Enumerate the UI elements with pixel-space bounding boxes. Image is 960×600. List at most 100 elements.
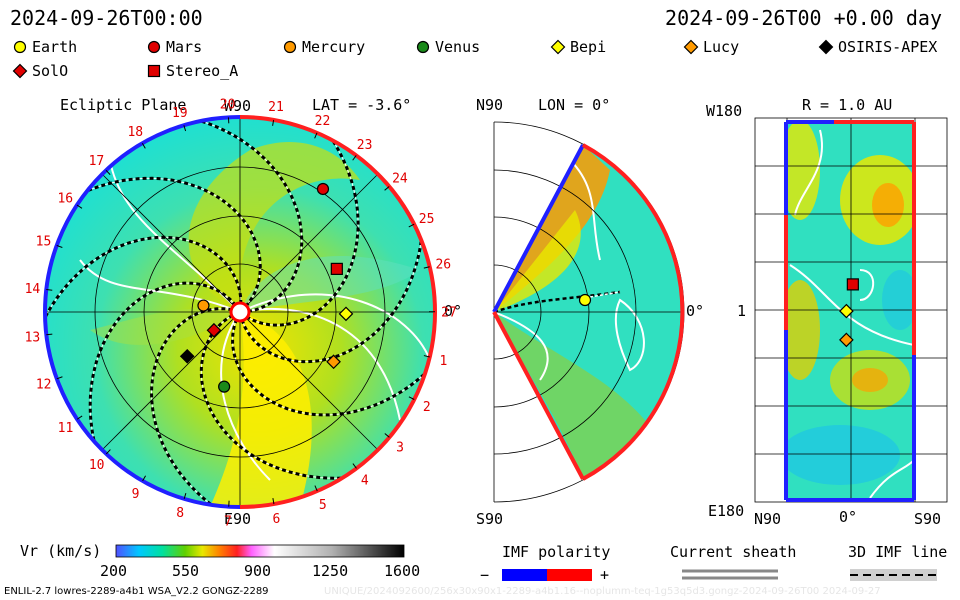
- timestamp-title: 2024-09-26T00:00: [10, 6, 203, 30]
- carrington-sector-label: 12: [36, 378, 52, 393]
- carrington-sector-label: 6: [272, 512, 280, 527]
- current-sheath-swatch: [682, 569, 778, 580]
- legend-circle-icon: [416, 40, 430, 54]
- carrington-sector-label: 19: [172, 106, 188, 121]
- ecliptic-body-mars: [316, 182, 330, 196]
- ecliptic-body-lucy: [326, 354, 341, 370]
- legend-item: Venus: [415, 38, 480, 56]
- map-body-bepi: [839, 303, 854, 319]
- carrington-sector-tick: [183, 492, 187, 499]
- imf-spiral-line: [245, 117, 360, 327]
- carrington-sector-label: 3: [396, 440, 404, 455]
- carrington-sector-tick: [352, 463, 357, 469]
- imf-spiral-line-highlight: [62, 177, 261, 307]
- meridional-bottom-label: S90: [476, 510, 504, 528]
- map-xtick-n90: N90: [754, 510, 782, 528]
- carrington-sector-label: 10: [89, 458, 105, 473]
- ecliptic-bottom-label: E90: [224, 510, 252, 528]
- carrington-sector-label: 9: [132, 487, 140, 502]
- imf-positive-swatch: [547, 569, 592, 581]
- carrington-sector-tick: [76, 204, 83, 209]
- map-mid-label: 1: [737, 302, 747, 320]
- ecliptic-body-osiris-apex: [179, 348, 195, 364]
- imf-plus-sign: +: [600, 566, 610, 584]
- legend-square-icon: [147, 64, 161, 78]
- carrington-sector-label: 20: [220, 97, 236, 112]
- carrington-sector-tick: [423, 266, 430, 269]
- carrington-sector-tick: [423, 355, 430, 358]
- legend-label: Mars: [166, 38, 203, 56]
- map-top-label: W180: [706, 102, 743, 120]
- legend-label: Lucy: [703, 38, 740, 56]
- ecliptic-plane-title: Ecliptic Plane: [60, 96, 187, 114]
- carrington-sector-label: 13: [25, 330, 41, 345]
- legend-item: OSIRIS-APEX: [818, 38, 937, 56]
- latlon-map: [754, 117, 948, 503]
- legend-item: Bepi: [550, 38, 606, 56]
- map-bodies: [839, 278, 859, 348]
- carrington-sector-tick: [384, 186, 390, 191]
- ecliptic-body-bepi: [338, 306, 354, 322]
- carrington-sector-tick: [56, 376, 63, 380]
- offset-title: 2024-09-26T00 +0.00 day: [665, 6, 942, 30]
- meridional-bodies: [578, 293, 592, 307]
- map-xtick-s90: S90: [914, 510, 942, 528]
- imf-minus-sign: −: [480, 566, 490, 584]
- ecliptic-body-venus: [218, 380, 231, 393]
- ecliptic-right-label: 0°: [444, 302, 463, 320]
- imf-spiral-line-highlight: [45, 236, 242, 343]
- map-body-lucy: [839, 332, 854, 348]
- colorbar-tick-1250: 1250: [312, 562, 349, 580]
- legend-label: Mercury: [302, 38, 366, 56]
- imf-spiral-line-highlight: [89, 282, 236, 468]
- ecliptic-top-label: W90: [224, 97, 252, 115]
- meridional-top-label: N90: [476, 96, 504, 114]
- imf-spiral-line: [45, 235, 243, 343]
- map-xtick-0: 0°: [839, 508, 858, 526]
- carrington-sector-label: 24: [392, 171, 408, 186]
- map-bottom-label: E180: [708, 502, 745, 520]
- carrington-sector-label: 14: [25, 282, 41, 297]
- legend-item: Mercury: [282, 38, 365, 56]
- legend-diamond-icon: [683, 39, 699, 55]
- imf-spiral-line-highlight: [232, 319, 435, 416]
- legend-circle-icon: [13, 40, 27, 54]
- ecliptic-body-solo: [206, 322, 222, 338]
- colorbar-label: Vr (km/s): [20, 542, 102, 560]
- carrington-sector-label: 25: [419, 212, 435, 227]
- carrington-sector-tick: [46, 333, 53, 336]
- carrington-sector-label: 23: [357, 138, 373, 153]
- legend-item: Stereo_A: [146, 62, 238, 80]
- carrington-sector-tick: [314, 132, 318, 139]
- legend-diamond-icon: [550, 39, 566, 55]
- model-info: ENLIL-2.7 lowres-2289-a4b1 WSA_V2.2 GONG…: [4, 586, 269, 597]
- legend-label: Earth: [32, 38, 78, 56]
- carrington-sector-tick: [272, 498, 275, 505]
- imf-spiral-line-highlight: [174, 117, 303, 312]
- legend-label: OSIRIS-APEX: [838, 38, 938, 56]
- ecliptic-bodies: [179, 182, 354, 393]
- colorbar-tick-1600: 1600: [384, 562, 421, 580]
- meridional-wedge: [492, 121, 685, 503]
- imf-spiral-line: [149, 307, 235, 507]
- carrington-sector-label: 7: [224, 515, 232, 530]
- carrington-sector-tick: [56, 244, 63, 248]
- carrington-sector-label: 17: [89, 154, 105, 169]
- imf-spiral-line-highlight: [200, 314, 370, 479]
- carrington-sector-label: 2: [423, 400, 431, 415]
- legend-item: Lucy: [683, 38, 739, 56]
- imf-polarity-label: IMF polarity: [502, 543, 611, 561]
- run-watermark: UNIQUE/2024092600/256x30x90x1-2289-a4b1.…: [324, 586, 881, 597]
- carrington-sector-label: 16: [57, 191, 73, 206]
- imf-line-label: 3D IMF line: [848, 543, 948, 561]
- legend-label: Bepi: [570, 38, 607, 56]
- legend-label: Stereo_A: [166, 62, 239, 80]
- carrington-sector-tick: [105, 449, 111, 455]
- imf-spiral-line: [199, 313, 370, 480]
- carrington-sector-label: 5: [319, 498, 327, 513]
- carrington-sector-tick: [46, 289, 53, 291]
- carrington-sector-label: 15: [36, 235, 52, 250]
- carrington-sector-label: 26: [435, 258, 451, 273]
- imf-negative-swatch: [502, 569, 547, 581]
